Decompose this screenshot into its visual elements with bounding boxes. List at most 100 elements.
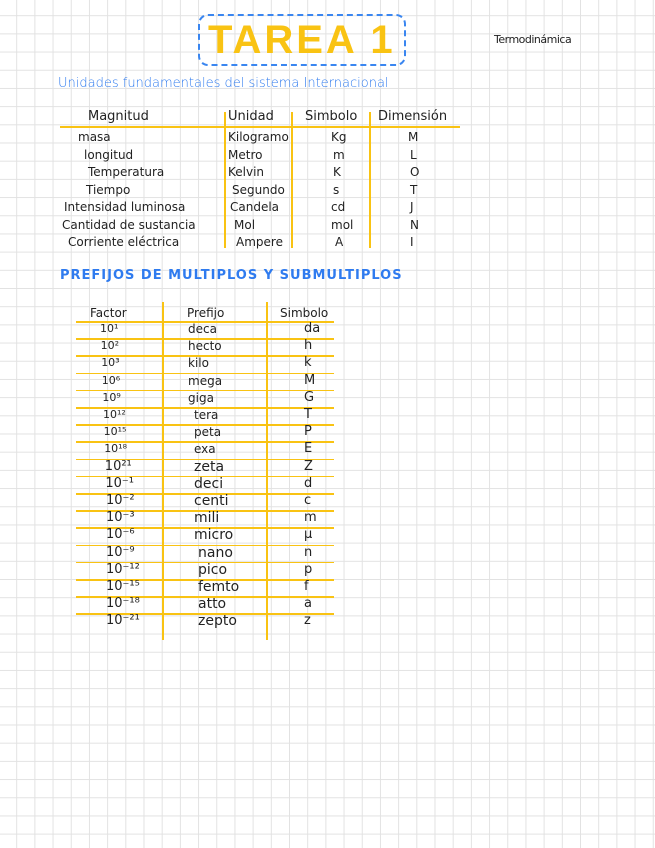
row-line — [76, 424, 334, 426]
factor-cell: 10¹⁸ — [104, 442, 128, 456]
prefix-cell: deca — [188, 322, 217, 336]
prefix-cell: nano — [198, 544, 233, 561]
table-cell: T — [410, 182, 418, 197]
row-line — [76, 458, 334, 461]
column-divider — [291, 112, 293, 248]
table-cell: mol — [331, 217, 354, 232]
table-cell: Kilogramo — [228, 130, 289, 144]
table-cell: O — [410, 165, 420, 179]
row-line — [76, 544, 334, 547]
symbol-cell: T — [304, 407, 312, 422]
symbol-cell: G — [304, 389, 315, 405]
table-cell: masa — [78, 130, 111, 144]
prefix-cell: tera — [194, 408, 219, 422]
factor-cell: 10⁹ — [102, 390, 121, 404]
table-cell: m — [333, 147, 345, 162]
column-divider — [369, 112, 371, 248]
row-line — [76, 389, 334, 392]
symbol-cell: M — [304, 372, 316, 388]
table-cell: Intensidad luminosa — [64, 200, 186, 214]
row-line — [76, 355, 334, 357]
table-cell: cd — [331, 200, 346, 214]
factor-cell: 10¹ — [100, 322, 119, 335]
prefix-cell: zeta — [194, 458, 225, 475]
factor-cell: 10⁻¹⁸ — [106, 596, 140, 612]
section1-heading: Unidades fundamentales del sistema Inter… — [58, 76, 389, 91]
row-line — [76, 321, 334, 323]
column-header: Magnitud — [88, 109, 149, 124]
row-line — [76, 372, 334, 375]
factor-cell: 10¹² — [103, 408, 126, 421]
factor-cell: 10⁻¹ — [105, 475, 135, 491]
section2-heading: PREFIJOS DE MULTIPLOS Y SUBMULTIPLOS — [60, 268, 403, 283]
table-cell: Candela — [230, 200, 280, 214]
table-cell: s — [333, 182, 340, 197]
symbol-cell: c — [304, 493, 312, 508]
row-line — [76, 493, 334, 495]
prefix-cell: exa — [194, 442, 216, 457]
symbol-cell: m — [304, 510, 317, 526]
prefix-cell: femto — [198, 579, 240, 595]
factor-cell: 10² — [100, 339, 120, 353]
symbol-cell: n — [304, 544, 313, 560]
table-cell: I — [410, 235, 414, 249]
table-cell: Temperatura — [88, 165, 165, 179]
prefix-cell: pico — [198, 561, 228, 578]
factor-cell: 10⁻⁹ — [106, 544, 135, 560]
symbol-cell: z — [304, 613, 311, 629]
factor-cell: 10⁻¹² — [106, 561, 140, 577]
column-divider — [224, 112, 226, 248]
row-line — [76, 441, 334, 443]
symbol-cell: µ — [304, 527, 313, 543]
row-line — [76, 510, 334, 512]
column-header: Simbolo — [280, 306, 329, 320]
header-underline — [60, 126, 460, 128]
table-cell: Kelvin — [228, 165, 265, 179]
column-divider — [162, 302, 164, 640]
row-line — [76, 561, 334, 564]
symbol-cell: f — [304, 579, 309, 594]
factor-cell: 10³ — [101, 356, 120, 370]
table-cell: M — [408, 130, 419, 144]
column-header: Prefijo — [187, 306, 225, 320]
symbol-cell: P — [304, 424, 312, 440]
prefix-cell: micro — [194, 527, 234, 544]
prefix-cell: hecto — [188, 339, 222, 354]
factor-cell: 10⁻²¹ — [106, 613, 140, 629]
symbol-cell: da — [304, 321, 321, 336]
table-cell: Mol — [234, 217, 256, 232]
prefix-cell: centi — [194, 493, 229, 509]
column-header: Dimensión — [378, 109, 448, 124]
table-cell: Kg — [331, 130, 347, 144]
table-cell: Tiempo — [86, 182, 131, 197]
subject-label: Termodinámica — [494, 33, 572, 46]
table-cell: Cantidad de sustancia — [62, 217, 196, 232]
table-cell: longitud — [84, 147, 134, 162]
symbol-cell: d — [304, 475, 313, 491]
prefix-cell: atto — [198, 596, 227, 613]
prefix-cell: deci — [194, 475, 224, 492]
factor-cell: 10²¹ — [104, 458, 132, 474]
factor-cell: 10⁻⁶ — [106, 527, 135, 543]
prefix-cell: mili — [194, 510, 220, 527]
table-cell: K — [333, 165, 341, 179]
row-line — [76, 338, 334, 340]
table-cell: N — [410, 217, 419, 232]
symbol-cell: h — [304, 338, 313, 354]
column-header: Unidad — [228, 109, 274, 124]
column-header: Factor — [90, 306, 127, 320]
symbol-cell: k — [304, 355, 312, 371]
row-line — [76, 613, 334, 615]
row-line — [76, 579, 334, 581]
table-cell: A — [335, 235, 344, 249]
factor-cell: 10⁶ — [101, 373, 121, 387]
table-cell: Ampere — [236, 235, 283, 249]
prefix-cell: peta — [194, 425, 222, 440]
symbol-cell: Z — [304, 458, 313, 474]
prefix-cell: kilo — [188, 356, 209, 371]
factor-cell: 10⁻³ — [106, 510, 135, 526]
prefix-cell: zepto — [198, 613, 237, 630]
table-cell: L — [410, 147, 417, 162]
prefix-cell: giga — [188, 390, 214, 405]
symbol-cell: a — [304, 596, 312, 612]
